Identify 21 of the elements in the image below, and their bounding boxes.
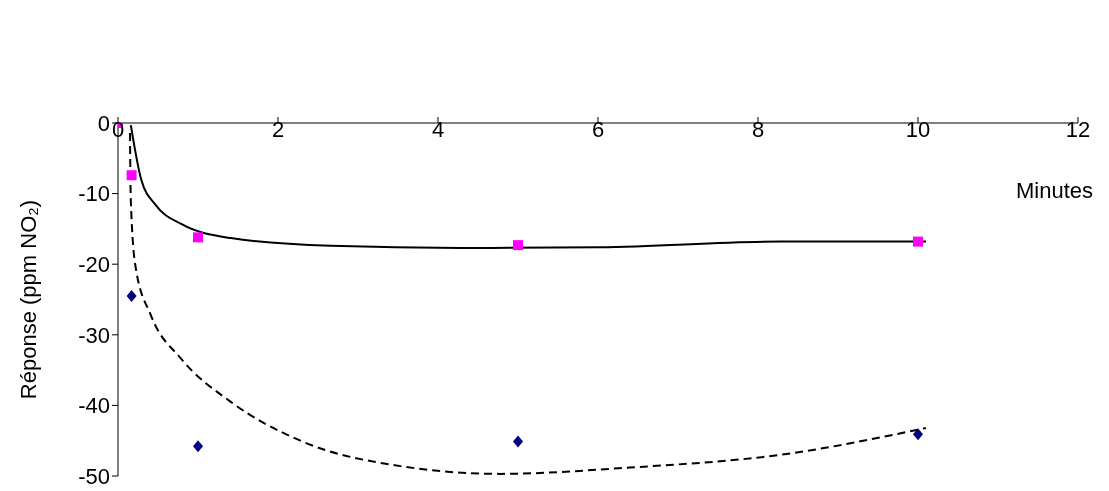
x-tick-label: 2 [271, 117, 285, 142]
point [513, 435, 523, 448]
point [913, 428, 923, 441]
x-tick-label: 8 [751, 117, 765, 142]
point [913, 236, 923, 247]
y-axis-title: Réponse (ppm NO₂) [15, 199, 41, 400]
point [193, 232, 203, 243]
point [126, 289, 137, 302]
y-tick-label: -50 [78, 463, 110, 489]
x-tick-label: 10 [905, 117, 931, 142]
y-tick-label: -20 [78, 252, 110, 278]
y-tick-label: -40 [78, 393, 110, 419]
x-tick-label: 6 [591, 117, 605, 142]
point [193, 440, 203, 453]
y-tick-label: -30 [78, 322, 110, 348]
point [126, 170, 137, 181]
y-tick-label: -10 [78, 181, 110, 207]
x-axis-title: Minutes [1015, 178, 1093, 203]
point [513, 240, 523, 251]
x-tick-label: 12 [1065, 117, 1091, 142]
x-tick-label: 4 [431, 117, 445, 142]
